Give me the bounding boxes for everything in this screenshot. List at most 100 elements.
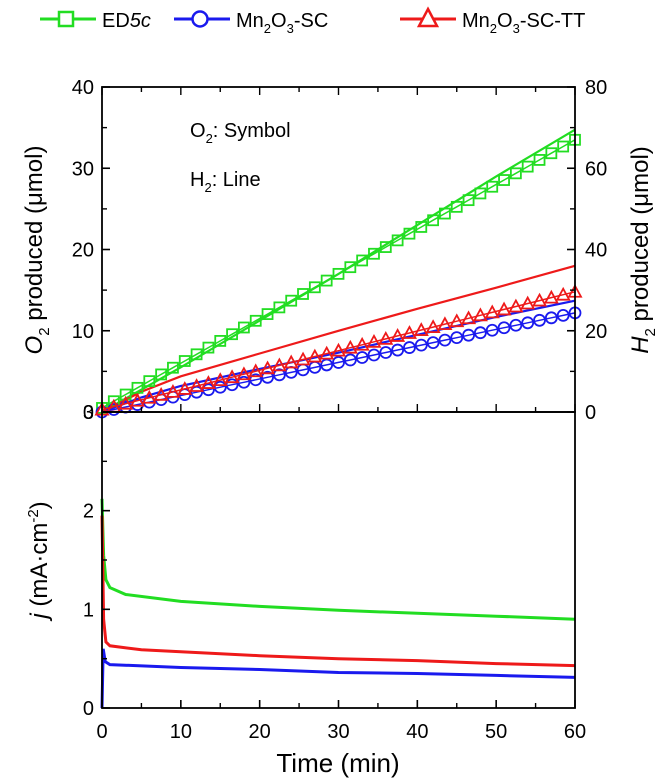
legend-entry-mn2o3-sc: Mn2O3-SC: [174, 10, 328, 36]
current-density-series-2: [100, 648, 576, 709]
o2-point-2-24: [378, 330, 394, 345]
legend-label-mn2o3-sc: Mn2O3-SC: [236, 10, 328, 36]
o2-point-2-2: [118, 395, 134, 410]
o2-point-0-21: [344, 261, 357, 274]
o2-point-0-13: [249, 314, 262, 327]
o2-point-0-33: [486, 180, 499, 193]
o2-point-2-26: [401, 325, 417, 339]
o2-point-0-23: [368, 247, 380, 260]
o2-point-2-30: [449, 313, 465, 328]
o2-point-1-31: [462, 328, 475, 342]
bottom-y-tick-label-0: 0: [83, 698, 94, 720]
bottom-x-tick-label-1: 10: [170, 721, 192, 743]
top-left-tick-label-4: 40: [72, 77, 94, 99]
bottom-x-tick-label-5: 50: [485, 721, 507, 743]
o2-point-2-6: [165, 384, 181, 398]
o2-point-1-38: [544, 311, 558, 325]
o2-point-2-3: [129, 392, 145, 407]
top-right-tick-label-2: 40: [585, 240, 607, 262]
o2-point-1-27: [414, 338, 428, 352]
o2-point-0-38: [545, 147, 558, 160]
legend: ED5c Mn2O3-SC Mn2O3-SC-TT: [40, 6, 585, 36]
o2-point-2-14: [260, 360, 276, 375]
o2-point-0-27: [415, 221, 428, 233]
o2-point-0-35: [509, 167, 522, 180]
o2-symbol-line-2: [101, 291, 576, 411]
o2-point-0-19: [320, 274, 333, 287]
o2-point-1-23: [367, 348, 381, 362]
o2-symbol-line-0: [101, 139, 576, 409]
o2-point-2-33: [484, 304, 500, 319]
o2-point-2-12: [236, 366, 252, 381]
top-panel: 0 10 20 30 40 0 20 40 60 80 O2: Symbol H2: Line O…: [21, 77, 659, 424]
o2-point-0-3: [131, 381, 144, 394]
o2-point-0-34: [498, 174, 510, 186]
o2-point-1-26: [403, 341, 416, 354]
o2-point-0-17: [297, 288, 309, 300]
o2-point-0-9: [202, 341, 215, 354]
x-axis-label: Time (min): [276, 748, 399, 778]
o2-point-2-25: [390, 328, 406, 342]
o2-point-2-38: [543, 289, 559, 304]
o2-point-0-4: [143, 375, 156, 388]
legend-label-mn2o3-sc-tt: Mn2O3-SC-TT: [462, 10, 585, 36]
o2-point-1-24: [379, 346, 393, 359]
o2-point-1-15: [272, 368, 286, 382]
o2-point-2-4: [141, 389, 157, 404]
bottom-x-tick-label-3: 30: [327, 721, 349, 743]
bottom-plot-data: [100, 498, 576, 709]
o2-point-1-30: [450, 331, 464, 345]
o2-point-0-20: [332, 267, 345, 280]
o2-point-2-28: [425, 319, 441, 333]
o2-point-1-29: [438, 333, 452, 347]
bottom-y-tick-label-3: 3: [83, 402, 94, 424]
o2-point-2-23: [366, 333, 382, 348]
o2-point-2-7: [177, 381, 193, 395]
o2-point-2-10: [212, 372, 228, 387]
o2-point-0-16: [285, 294, 298, 307]
top-left-tick-label-3: 30: [72, 158, 94, 180]
o2-symbol-series-0: [96, 133, 581, 414]
o2-point-1-28: [426, 336, 440, 350]
o2-point-2-17: [295, 351, 311, 366]
top-left-tick-label-2: 20: [72, 240, 94, 262]
bottom-x-tick-label-6: 60: [564, 721, 586, 743]
o2-point-0-22: [356, 254, 369, 267]
bottom-ylabel: j (mA·cm-2): [25, 501, 53, 621]
o2-point-2-19: [319, 345, 335, 360]
o2-point-0-7: [178, 355, 191, 367]
top-ylabel-right: H2 produced (μmol): [627, 146, 659, 354]
o2-point-2-37: [532, 292, 548, 307]
o2-point-1-34: [497, 321, 511, 335]
o2-point-0-29: [439, 207, 451, 220]
o2-point-1-20: [332, 356, 345, 369]
o2-point-1-39: [556, 308, 570, 322]
o2-point-1-35: [509, 318, 523, 332]
legend-entry-ed5c: ED5c: [40, 10, 151, 32]
bottom-x-tick-label-0: 0: [96, 721, 107, 743]
o2-point-0-30: [450, 200, 463, 213]
o2-point-0-18: [308, 281, 321, 294]
o2-point-1-36: [521, 316, 535, 330]
o2-point-2-9: [200, 375, 216, 389]
o2-point-2-39: [555, 286, 571, 301]
annotation-o2-symbol: O2: Symbol: [190, 120, 291, 146]
top-left-tick-label-1: 10: [72, 321, 94, 343]
current-density-series-1: [100, 515, 576, 668]
o2-point-0-12: [237, 321, 250, 334]
o2-point-0-36: [521, 160, 534, 173]
o2-point-0-15: [273, 301, 286, 314]
o2-point-2-16: [283, 354, 299, 369]
top-right-tick-label-4: 80: [585, 77, 607, 99]
o2-point-0-5: [155, 368, 168, 381]
o2-point-2-13: [248, 363, 264, 378]
o2-symbol-series-2: [94, 283, 583, 416]
o2-point-2-31: [461, 310, 477, 325]
o2-point-0-10: [214, 335, 227, 347]
o2-point-0-37: [533, 154, 546, 166]
o2-point-2-15: [271, 357, 287, 372]
o2-point-0-8: [190, 348, 203, 361]
o2-point-1-33: [485, 323, 499, 337]
